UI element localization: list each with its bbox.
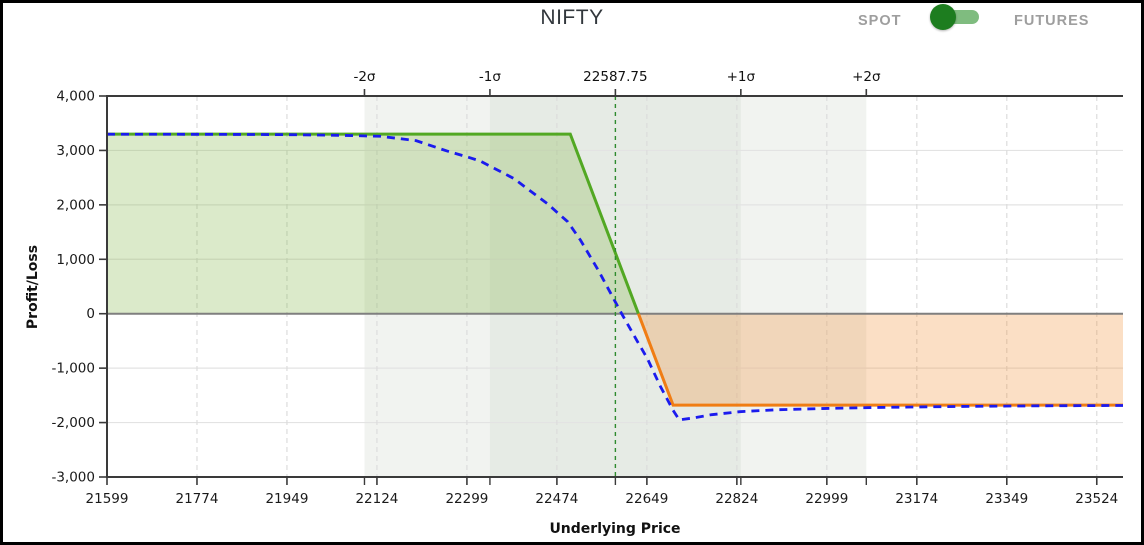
x-tick-label: 22474 xyxy=(535,491,578,507)
t0-line xyxy=(106,132,1124,422)
x-tick-label: 21949 xyxy=(265,491,308,507)
x-tick-label: 23349 xyxy=(985,491,1028,507)
spot-toggle-label[interactable]: SPOT xyxy=(858,13,902,29)
toggle-knob-icon xyxy=(930,4,956,30)
expiry-line-loss xyxy=(637,313,1123,407)
page-title: NIFTY xyxy=(540,6,604,29)
y-tick-label: 2,000 xyxy=(56,197,95,213)
sigma-label: -2σ xyxy=(353,69,375,85)
y-tick-label: -3,000 xyxy=(51,470,95,486)
y-tick-label: 4,000 xyxy=(56,89,95,105)
x-axis-ticks: 21599 21774 21949 22124 22299 22474 22649 22824… xyxy=(86,477,1118,507)
y-tick-label: 1,000 xyxy=(56,252,95,268)
y-tick-label: -2,000 xyxy=(51,415,95,431)
y-axis-ticks: -3,000 -2,000 -1,000 0 1,000 2,000 3,000 4,000 xyxy=(51,89,107,486)
futures-toggle-label[interactable]: FUTURES xyxy=(1014,13,1090,29)
x-axis-title: Underlying Price xyxy=(549,521,680,537)
x-tick-label: 22124 xyxy=(355,491,398,507)
y-tick-label: -1,000 xyxy=(51,361,95,377)
x-tick-label: 23524 xyxy=(1075,491,1118,507)
x-tick-label: 23174 xyxy=(895,491,938,507)
sigma-label: +2σ xyxy=(852,69,881,85)
loss-area xyxy=(638,313,1123,406)
axes xyxy=(106,95,1123,478)
sigma-label: 22587.75 xyxy=(583,69,647,85)
sigma-bands xyxy=(364,96,867,477)
x-tick-label: 22649 xyxy=(625,491,668,507)
profit-area xyxy=(107,134,639,314)
y-tick-label: 0 xyxy=(86,306,95,322)
spot-futures-toggle[interactable] xyxy=(930,4,979,30)
x-tick-label: 22824 xyxy=(715,491,758,507)
y-tick-label: 3,000 xyxy=(56,143,95,159)
x-tick-label: 22299 xyxy=(445,491,488,507)
x-tick-label: 21774 xyxy=(176,491,219,507)
sigma-axis: -2σ -1σ 22587.75 +1σ +2σ xyxy=(353,69,881,485)
x-tick-label: 21599 xyxy=(86,491,129,507)
x-tick-label: 22999 xyxy=(805,491,848,507)
sigma-label: -1σ xyxy=(479,69,501,85)
y-axis-title: Profit/Loss xyxy=(25,245,41,329)
sigma-label: +1σ xyxy=(727,69,756,85)
